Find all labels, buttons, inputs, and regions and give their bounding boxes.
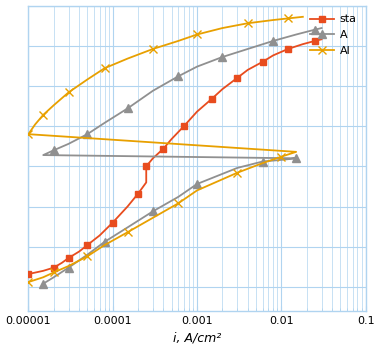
Al xyxy=(41,113,46,117)
sta xyxy=(66,256,71,260)
Al xyxy=(220,26,225,30)
Al xyxy=(66,90,71,94)
sta xyxy=(319,37,324,41)
A xyxy=(66,142,71,146)
A xyxy=(85,253,90,257)
Al xyxy=(271,18,276,22)
Al xyxy=(66,264,71,268)
Al xyxy=(301,15,305,19)
sta xyxy=(97,233,102,238)
Al xyxy=(102,66,107,70)
A xyxy=(176,74,180,78)
sta xyxy=(51,266,56,270)
Al xyxy=(150,47,155,51)
A xyxy=(271,39,276,43)
sta xyxy=(220,87,225,91)
A xyxy=(260,159,265,163)
A xyxy=(319,26,324,30)
A xyxy=(220,55,225,59)
sta xyxy=(195,110,199,114)
Al xyxy=(245,21,250,25)
A xyxy=(66,266,71,270)
Al xyxy=(26,132,31,136)
A xyxy=(294,156,298,160)
sta xyxy=(209,97,214,101)
A xyxy=(313,28,317,32)
X-axis label: i, A/cm²: i, A/cm² xyxy=(173,331,221,344)
sta xyxy=(150,156,155,160)
Al xyxy=(195,33,199,37)
A xyxy=(150,89,155,93)
A xyxy=(195,64,199,69)
sta xyxy=(26,272,31,276)
sta xyxy=(77,250,81,254)
sta xyxy=(286,47,290,51)
A xyxy=(51,275,56,279)
Al xyxy=(51,103,56,107)
sta xyxy=(182,124,186,128)
sta xyxy=(111,220,115,225)
Legend: sta, A, Al: sta, A, Al xyxy=(306,11,360,59)
Al xyxy=(294,150,298,154)
A xyxy=(150,209,155,214)
sta xyxy=(136,191,140,196)
sta xyxy=(169,137,174,141)
sta xyxy=(60,261,64,265)
A xyxy=(41,282,46,286)
Al xyxy=(235,171,239,175)
A xyxy=(279,158,283,162)
A xyxy=(176,195,180,199)
sta xyxy=(85,243,90,247)
Al xyxy=(26,280,31,284)
Line: A: A xyxy=(39,24,326,288)
Al xyxy=(176,201,180,205)
Al xyxy=(286,16,290,21)
Line: Al: Al xyxy=(24,13,307,286)
sta xyxy=(161,147,166,151)
Al xyxy=(125,56,130,61)
A xyxy=(102,240,107,244)
Al xyxy=(102,243,107,247)
Al xyxy=(51,270,56,274)
Al xyxy=(195,188,199,193)
sta xyxy=(260,60,265,64)
A xyxy=(102,121,107,125)
Line: sta: sta xyxy=(25,36,325,278)
Al xyxy=(260,161,265,165)
A xyxy=(294,33,298,37)
A xyxy=(125,225,130,230)
A xyxy=(85,132,90,136)
A xyxy=(195,182,199,186)
sta xyxy=(144,180,149,184)
A xyxy=(41,153,46,157)
sta xyxy=(41,269,46,273)
sta xyxy=(125,204,130,209)
sta xyxy=(271,53,276,57)
Al xyxy=(150,216,155,220)
sta xyxy=(313,39,317,43)
A xyxy=(245,47,250,51)
sta xyxy=(235,76,239,80)
Al xyxy=(176,39,180,43)
Al xyxy=(85,254,90,258)
A xyxy=(235,166,239,170)
sta xyxy=(245,68,250,72)
A xyxy=(125,106,130,111)
Al xyxy=(279,155,283,159)
Al xyxy=(85,77,90,82)
Al xyxy=(125,230,130,235)
sta xyxy=(144,164,149,168)
Al xyxy=(41,275,46,279)
A xyxy=(51,148,56,152)
sta xyxy=(301,42,305,46)
Al xyxy=(33,122,37,127)
